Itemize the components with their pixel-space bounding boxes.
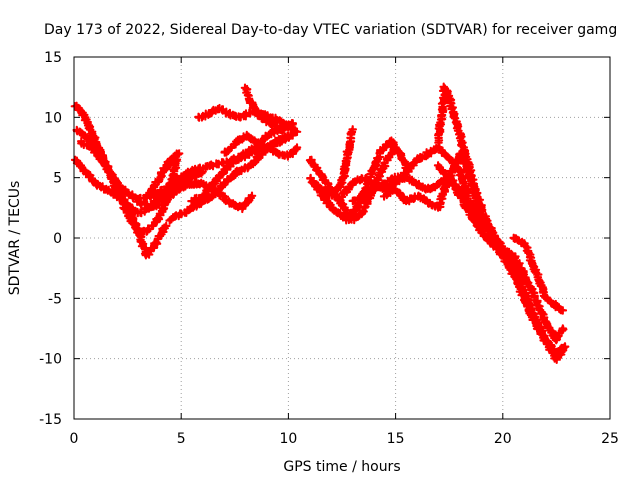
y-tick-label: -10 <box>39 352 62 368</box>
y-tick-label: -5 <box>48 291 62 307</box>
series-markers <box>70 155 207 218</box>
axis-ticks: 0 5 10 15 20 25 -15 -10 -5 0 5 10 15 <box>39 50 619 447</box>
series-markers <box>306 125 357 200</box>
series-markers <box>220 130 302 161</box>
y-tick-label: 5 <box>53 171 62 187</box>
x-tick-label: 5 <box>177 431 186 447</box>
y-tick-label: -15 <box>39 412 62 428</box>
series-arc21 <box>487 232 570 358</box>
series-arc3 <box>70 155 207 218</box>
x-tick-label: 20 <box>494 431 512 447</box>
series-markers <box>487 232 570 358</box>
series-arc22 <box>509 233 568 315</box>
x-tick-label: 15 <box>387 431 405 447</box>
y-axis-label: SDTVAR / TECUs <box>7 181 23 296</box>
y-tick-label: 15 <box>44 50 62 66</box>
x-tick-label: 10 <box>279 431 297 447</box>
y-tick-label: 10 <box>44 110 62 126</box>
x-axis-label: GPS time / hours <box>283 459 400 475</box>
series-markers <box>240 83 297 135</box>
x-tick-label: 0 <box>70 431 79 447</box>
series-arc11 <box>240 83 297 135</box>
series-arc14 <box>306 125 357 200</box>
chart-title: Day 173 of 2022, Sidereal Day-to-day VTE… <box>44 22 617 38</box>
y-tick-label: 0 <box>53 231 62 247</box>
x-tick-label: 25 <box>601 431 619 447</box>
data-series <box>70 82 570 364</box>
series-markers <box>337 143 473 202</box>
series-arc15 <box>337 143 473 202</box>
series-markers <box>509 233 568 315</box>
series-arc10 <box>220 130 302 161</box>
